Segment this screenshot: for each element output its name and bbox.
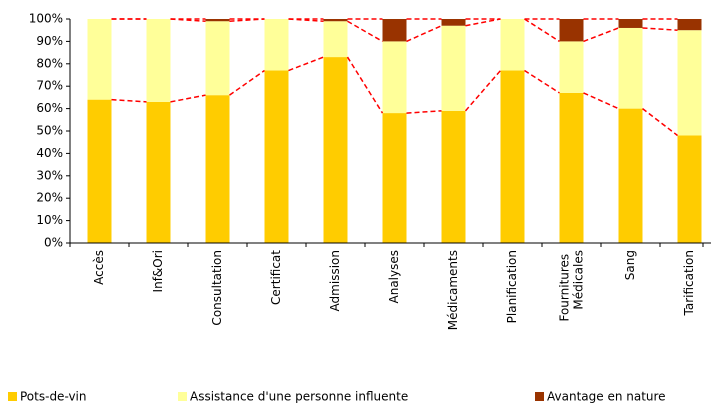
bar-segment: [618, 19, 643, 28]
bar-segment: [205, 95, 230, 243]
bar-segment: [441, 19, 466, 26]
series-line: [465, 18, 501, 27]
bar-segment: [264, 70, 289, 244]
series-line: [464, 70, 502, 112]
x-tick-label: Inf&Ori: [151, 250, 165, 292]
series-line: [524, 18, 560, 43]
bar-segment: [500, 70, 525, 244]
legend-label: Pots-de-vin: [20, 390, 87, 404]
x-tick-label: Certificat: [269, 250, 283, 305]
x-tick-label: Consultation: [210, 250, 224, 326]
bar-segment: [382, 113, 407, 243]
series-line: [406, 25, 442, 43]
x-tick-label: Analyses: [387, 250, 401, 304]
bar-segment: [146, 19, 171, 102]
bar-segment: [500, 19, 525, 71]
legend-swatch: [178, 392, 187, 401]
bar-segment: [146, 101, 171, 243]
bar-segment: [382, 41, 407, 114]
x-tick-label: Médicaments: [446, 250, 460, 330]
legend-swatch: [535, 392, 544, 401]
bar-segment: [441, 25, 466, 111]
x-tick-label-line: Médicales: [571, 250, 585, 310]
series-line: [524, 69, 560, 94]
bar-segment: [677, 30, 702, 136]
bar-segment: [559, 19, 584, 42]
series-line: [229, 69, 265, 96]
series-line: [406, 110, 442, 114]
y-tick-label: 100%: [29, 12, 63, 26]
bar-segment: [323, 19, 348, 22]
series-line: [288, 56, 324, 72]
legend-swatch: [8, 392, 17, 401]
x-tick-label: Admission: [328, 250, 342, 311]
series-line: [170, 18, 206, 22]
bar-segment: [264, 19, 289, 71]
bar-segment: [382, 19, 407, 42]
bar-segment: [618, 108, 643, 243]
series-line: [229, 18, 265, 22]
series-line: [583, 27, 619, 43]
bar-segment: [677, 135, 702, 243]
bar-segment: [677, 19, 702, 31]
y-tick-label: 40%: [36, 146, 63, 160]
series-line: [642, 108, 678, 137]
series-line: [347, 20, 383, 43]
y-tick-label: 20%: [36, 191, 63, 205]
x-tick-label: Sang: [623, 250, 637, 280]
bar-segment: [323, 57, 348, 243]
series-line: [170, 94, 206, 103]
bar-segment: [87, 19, 112, 100]
x-tick-label: Accès: [92, 250, 106, 285]
bar-segment: [205, 21, 230, 96]
bar-segment: [559, 92, 584, 243]
series-line: [642, 27, 678, 31]
y-tick-label: 60%: [36, 101, 63, 115]
legend-label: Avantage en nature: [547, 390, 666, 404]
y-tick-label: 70%: [36, 79, 63, 93]
x-tick-label: Tarification: [682, 250, 696, 316]
x-tick-label: Planification: [505, 250, 519, 323]
bar-segment: [441, 110, 466, 243]
x-tick-label: Fournitures Médicales: [557, 250, 585, 322]
series-line: [583, 92, 619, 110]
series-line: [346, 56, 384, 114]
series-line: [111, 98, 147, 103]
y-tick-label: 10%: [36, 213, 63, 227]
bar-segment: [559, 41, 584, 93]
y-tick-label: 80%: [36, 56, 63, 70]
series-line: [288, 18, 324, 22]
y-tick-label: 0%: [44, 236, 63, 250]
legend-label: Assistance d'une personne influente: [190, 390, 408, 404]
bar-segment: [87, 99, 112, 243]
y-tick-label: 90%: [36, 34, 63, 48]
bar-segment: [323, 21, 348, 58]
bar-segment: [205, 19, 230, 22]
y-tick-label: 30%: [36, 168, 63, 182]
y-tick-label: 50%: [36, 124, 63, 138]
bar-segment: [618, 27, 643, 109]
x-tick-label-line: Fournitures: [557, 250, 571, 322]
